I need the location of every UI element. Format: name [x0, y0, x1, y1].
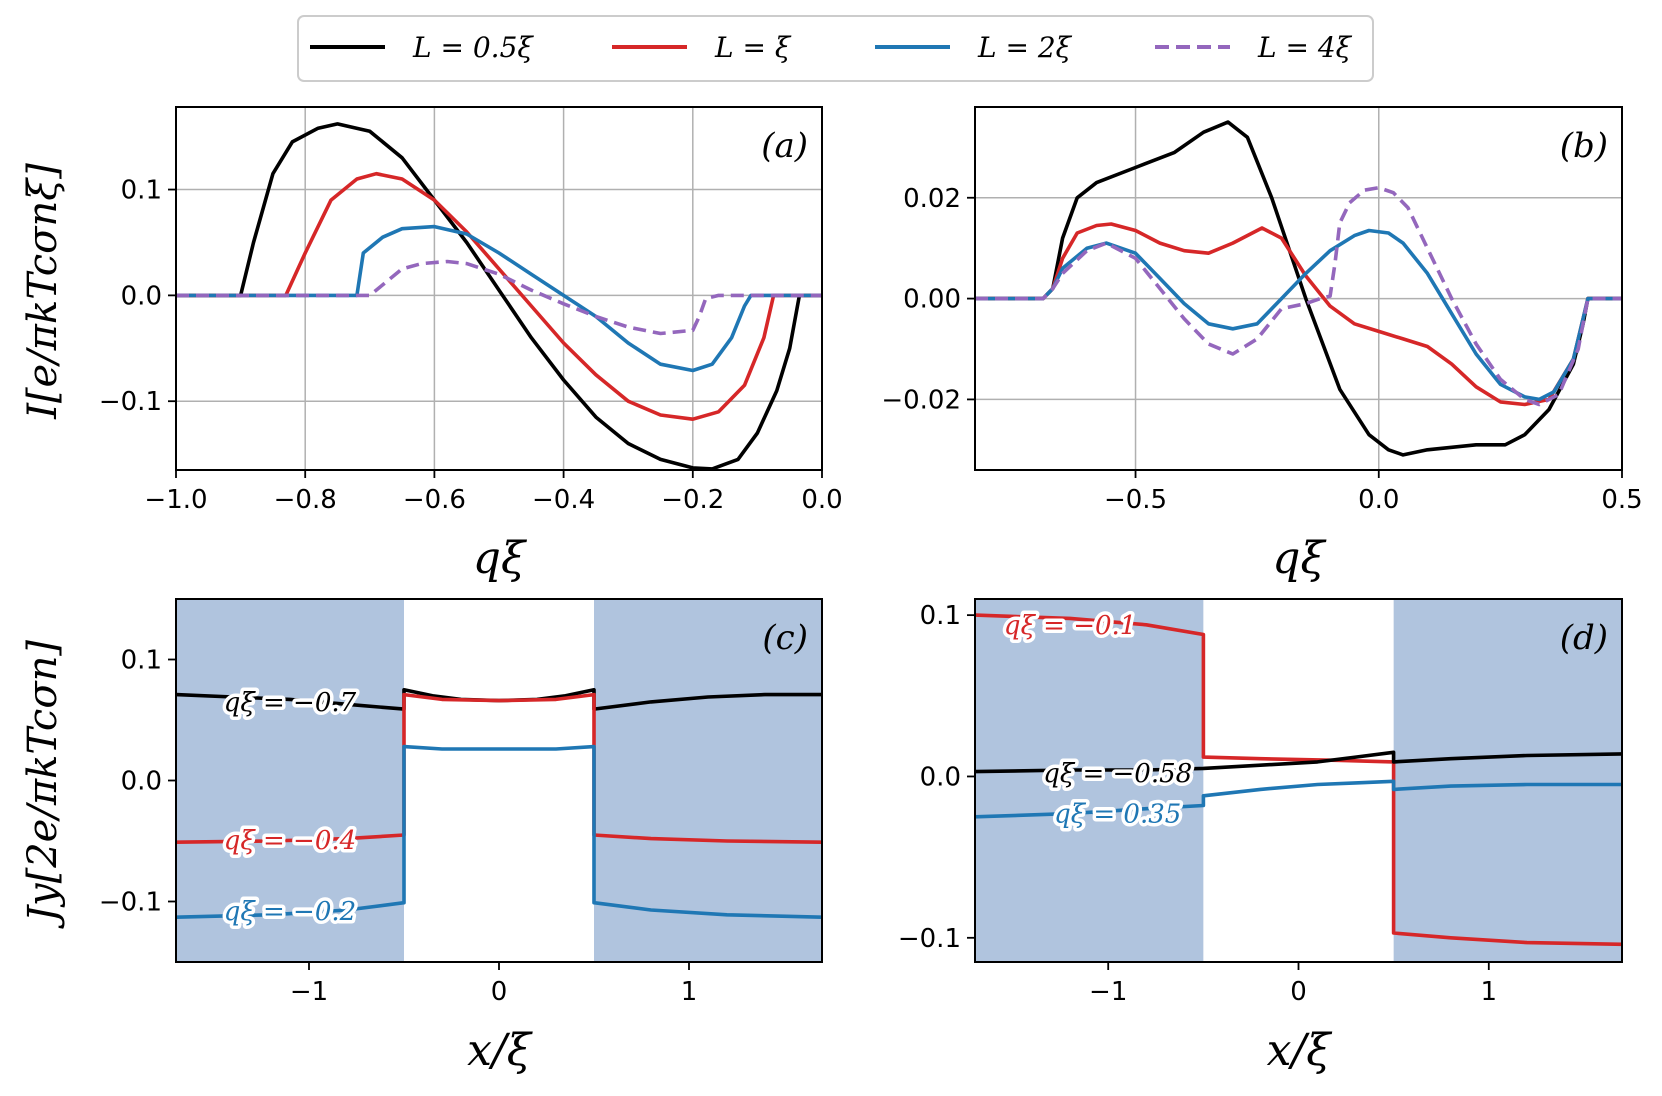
- x-tick-label-2: −0.6: [403, 485, 466, 515]
- panel-label: (b): [1560, 126, 1608, 166]
- legend: L = 0.5ξ L = ξ L = 2ξ L = 4ξ: [297, 15, 1374, 82]
- legend-frame: [297, 15, 1374, 82]
- series-line-0: [975, 613, 1622, 947]
- panel-c: qξ = −0.7 qξ = −0.4 qξ = −0.2 −1 0 1 −0.1 0.0 0.…: [20, 598, 823, 1076]
- series-line-0: [176, 122, 822, 470]
- panel-a: −1.0 −0.8 −0.6 −0.4 −0.2 0.0 −0.1 0.0 0.1 (a) qξ I[…: [20, 106, 843, 584]
- series-line-3: [975, 185, 1622, 407]
- y-tick-label-2: 0.1: [121, 646, 162, 676]
- x-axis-label: qξ: [473, 533, 528, 584]
- y-tick-label-1: 0.0: [121, 281, 162, 311]
- series-line-2: [975, 228, 1622, 402]
- legend-label-0: L = 0.5ξ: [412, 31, 534, 64]
- x-axis-label: x/ξ: [1267, 1025, 1334, 1076]
- y-tick-label-0: −0.1: [99, 888, 162, 918]
- x-tick-label-1: −0.8: [274, 485, 337, 515]
- series-line-1: [176, 171, 822, 421]
- x-tick-label-2: 0.5: [1601, 485, 1642, 515]
- axes-frame: [974, 106, 1623, 471]
- series-line-2: [176, 224, 822, 373]
- panel-label: (c): [762, 618, 808, 658]
- series-line-1: [176, 692, 822, 844]
- inline-label-1: qξ = −0.4: [224, 826, 356, 856]
- x-axis-label: qξ: [1272, 533, 1327, 584]
- x-tick-label-4: −0.2: [661, 485, 724, 515]
- x-tick-label-1: 0: [491, 977, 508, 1007]
- x-tick-label-3: −0.4: [532, 485, 595, 515]
- panel-b: −0.5 0.0 0.5 −0.02 0.00 0.02 (b) qξ: [881, 106, 1643, 584]
- y-axis-label: I[e/πkTcσnξ]: [20, 163, 66, 420]
- axes-frame: [175, 106, 823, 471]
- inline-label-1: qξ = −0.58: [1043, 759, 1192, 789]
- x-tick-label-1: 0.0: [1358, 485, 1399, 515]
- series-line-0: [975, 120, 1622, 457]
- y-tick-label-1: 0.0: [920, 762, 961, 792]
- panel-label: (a): [761, 126, 808, 166]
- legend-label-1: L = ξ: [714, 31, 792, 64]
- y-tick-label-1: 0.00: [903, 285, 961, 315]
- shaded-region-1: [1393, 599, 1622, 962]
- y-tick-label-0: −0.02: [881, 385, 961, 415]
- y-axis-label: Jy[2e/πkTcσn]: [20, 640, 66, 929]
- inline-label-0: qξ = −0.1: [1004, 611, 1136, 641]
- y-tick-label-2: 0.1: [920, 601, 961, 631]
- x-tick-label-5: 0.0: [801, 485, 842, 515]
- series-line-3: [176, 259, 822, 336]
- y-tick-label-0: −0.1: [99, 387, 162, 417]
- shaded-region-0: [176, 599, 404, 962]
- legend-label-2: L = 2ξ: [977, 31, 1073, 64]
- x-tick-label-0: −1: [1089, 977, 1127, 1007]
- series-line-1: [975, 750, 1622, 774]
- series-line-2: [176, 744, 822, 919]
- panel-label: (d): [1560, 618, 1608, 658]
- inline-label-0: qξ = −0.7: [224, 688, 357, 718]
- shaded-region-0: [975, 599, 1204, 962]
- y-tick-label-1: 0.0: [121, 767, 162, 797]
- x-tick-label-0: −1.0: [144, 485, 207, 515]
- panel-d: qξ = −0.1 qξ = −0.58 qξ = 0.35 −1 0 1 −0.1 0.0 0…: [898, 598, 1623, 1076]
- inline-label-2: qξ = −0.2: [224, 897, 356, 927]
- x-tick-label-2: 1: [1481, 977, 1498, 1007]
- series-line-2: [975, 779, 1622, 819]
- y-tick-label-2: 0.02: [903, 184, 961, 214]
- y-tick-label-0: −0.1: [898, 924, 961, 954]
- x-tick-label-0: −1: [290, 977, 328, 1007]
- x-tick-label-0: −0.5: [1104, 485, 1167, 515]
- x-tick-label-1: 0: [1290, 977, 1307, 1007]
- series-line-1: [975, 222, 1622, 407]
- shaded-region-1: [594, 599, 822, 962]
- legend-label-3: L = 4ξ: [1257, 31, 1353, 64]
- x-axis-label: x/ξ: [467, 1025, 534, 1076]
- x-tick-label-2: 1: [681, 977, 698, 1007]
- inline-label-2: qξ = 0.35: [1054, 800, 1181, 830]
- y-tick-label-2: 0.1: [121, 176, 162, 206]
